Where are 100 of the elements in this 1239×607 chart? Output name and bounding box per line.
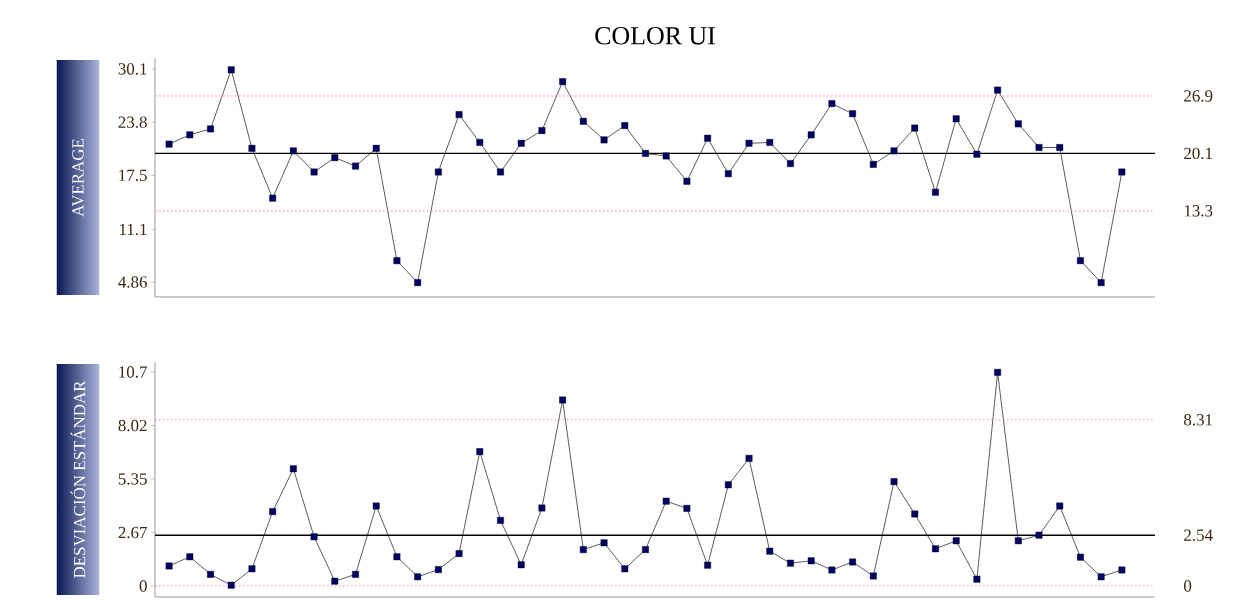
point xyxy=(704,134,712,142)
point xyxy=(973,150,981,158)
point xyxy=(517,561,525,569)
point xyxy=(310,168,318,176)
point xyxy=(745,454,753,462)
point xyxy=(869,160,877,168)
point xyxy=(932,545,939,553)
y-tick-label: 30.1 xyxy=(118,63,147,75)
y-axis-title: DESVIACIÓN ESTÁNDAR xyxy=(70,380,86,579)
point xyxy=(683,504,691,512)
point xyxy=(973,575,981,583)
point xyxy=(621,122,629,129)
point xyxy=(455,111,463,118)
point xyxy=(455,550,463,557)
point xyxy=(1035,531,1043,539)
point xyxy=(766,547,774,555)
y-tick-label: 2.67 xyxy=(118,526,148,539)
point xyxy=(372,144,380,152)
point xyxy=(787,559,794,567)
point xyxy=(911,510,919,518)
point xyxy=(434,168,442,176)
point xyxy=(1056,144,1064,151)
point xyxy=(434,566,442,573)
y-tick-label: 5.35 xyxy=(118,473,147,485)
chart-title: COLOR UI xyxy=(595,27,715,45)
point xyxy=(538,504,546,512)
point xyxy=(1056,502,1064,510)
ref-line-label: 26.9 xyxy=(1184,90,1213,102)
point xyxy=(559,78,567,86)
point xyxy=(269,194,277,202)
point xyxy=(1014,120,1022,128)
point xyxy=(890,147,898,155)
point xyxy=(497,516,504,524)
point xyxy=(1077,553,1084,561)
y-tick-label: 17.5 xyxy=(119,169,147,182)
point xyxy=(600,136,608,144)
y-tick-label: 0 xyxy=(139,580,147,592)
point xyxy=(310,533,318,541)
point xyxy=(476,139,484,146)
point xyxy=(662,152,670,160)
point xyxy=(828,100,836,107)
point xyxy=(207,570,214,578)
point xyxy=(642,546,649,553)
point xyxy=(372,502,380,510)
point xyxy=(414,573,422,581)
point xyxy=(1035,144,1043,151)
ref-line-label: 2.54 xyxy=(1184,529,1213,541)
point xyxy=(621,565,629,573)
point xyxy=(662,497,670,505)
point xyxy=(476,448,484,455)
point xyxy=(807,557,815,565)
point xyxy=(1097,573,1105,581)
point xyxy=(331,577,339,585)
point xyxy=(497,168,504,176)
point xyxy=(683,177,691,185)
y-tick-label: 10.7 xyxy=(119,366,148,378)
point xyxy=(1097,279,1105,287)
point xyxy=(393,553,401,561)
point xyxy=(186,553,194,561)
point xyxy=(994,86,1001,94)
point xyxy=(704,561,712,569)
y-tick-label: 23.8 xyxy=(118,116,147,128)
point xyxy=(538,127,546,135)
point xyxy=(579,546,587,553)
point xyxy=(642,150,649,157)
point xyxy=(849,558,857,566)
y-tick-label: 8.02 xyxy=(118,419,147,432)
point xyxy=(165,562,173,570)
point xyxy=(289,465,297,473)
point xyxy=(600,539,608,547)
point xyxy=(331,154,339,162)
point xyxy=(869,572,877,580)
point xyxy=(393,257,401,265)
point xyxy=(890,478,898,485)
point xyxy=(1118,566,1126,574)
y-tick-label: 4.86 xyxy=(118,276,147,288)
point xyxy=(186,131,194,139)
point xyxy=(724,481,732,489)
point xyxy=(724,170,732,178)
point xyxy=(1014,537,1022,545)
point xyxy=(828,566,836,574)
point xyxy=(911,124,919,132)
point xyxy=(517,139,525,147)
point xyxy=(787,160,794,167)
point xyxy=(289,147,297,155)
point xyxy=(227,581,235,589)
point xyxy=(849,110,857,118)
point xyxy=(952,115,960,123)
ref-line-label: 0 xyxy=(1184,580,1192,592)
point xyxy=(248,144,256,152)
point xyxy=(932,188,939,196)
point xyxy=(227,66,235,74)
point xyxy=(1118,168,1126,176)
point xyxy=(994,368,1001,376)
point xyxy=(766,139,774,146)
point xyxy=(352,570,359,578)
point xyxy=(952,537,960,545)
point xyxy=(745,139,753,147)
point xyxy=(352,162,359,170)
point xyxy=(807,131,815,139)
